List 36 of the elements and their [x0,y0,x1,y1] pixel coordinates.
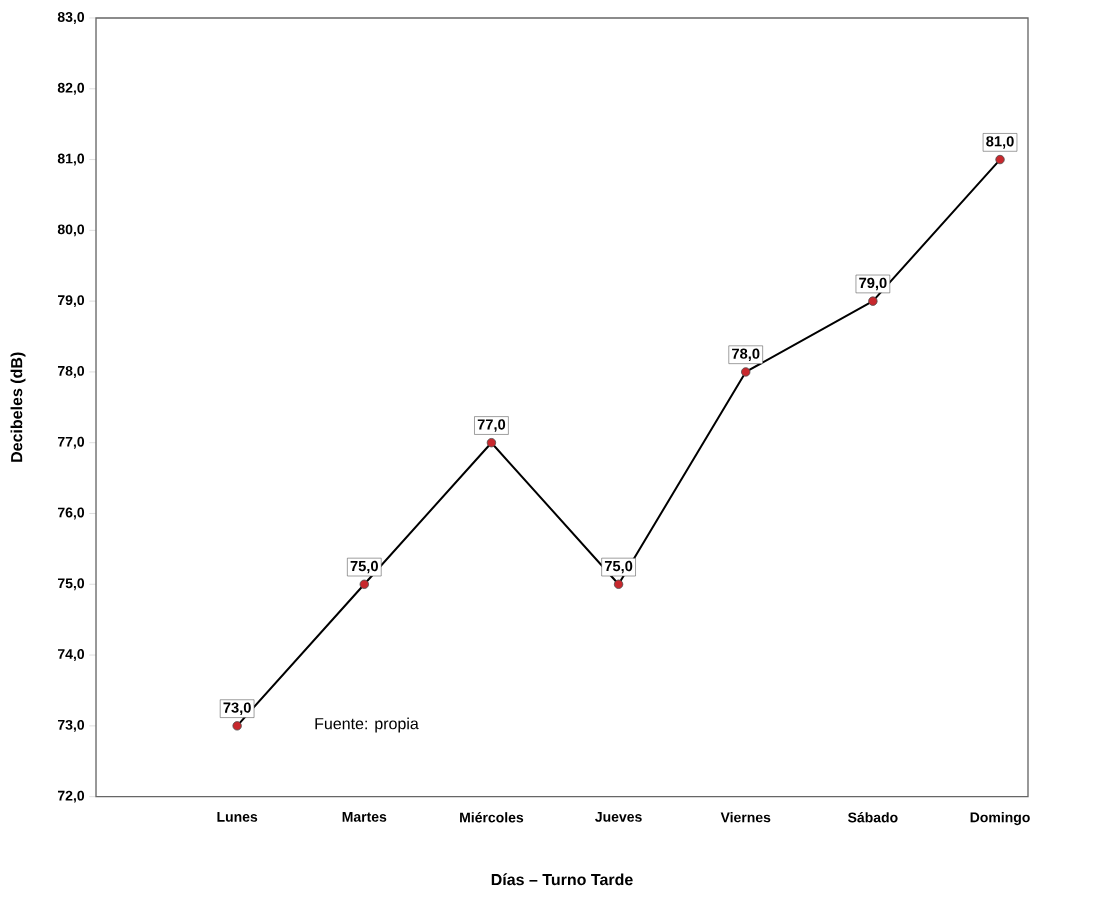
point [868,296,878,306]
point [613,579,624,590]
x-tick-label: Viernes [720,812,771,823]
data-label: 79,0 [859,277,887,291]
y-tick-label: 76,0 [57,507,85,520]
x-tick-label: Lunes [217,812,258,822]
data-label: 78,0 [732,348,760,362]
point [359,579,369,590]
y-tick-label: 73,0 [57,720,85,733]
y-tick-label: 82,0 [57,82,85,95]
data-label: 75,0 [604,561,633,574]
x-tick-label: Domingo [970,812,1030,826]
x-tick-label: Sábado [847,812,898,823]
data-label: 77,0 [477,419,506,432]
point [232,721,242,731]
x-tick-label: Martes [342,812,387,822]
y-tick-label: 78,0 [57,366,85,379]
x-axis-title: Días – Turno Tarde [491,873,633,886]
x-tick-label: Miércoles [460,812,524,823]
x-tick-label: Jueves [595,812,642,822]
point [486,438,497,448]
data-label: 73,0 [223,702,251,716]
annotation: Fuente: propia [315,717,419,733]
y-tick-label: 74,0 [57,649,85,662]
y-tick-label: 83,0 [57,12,85,25]
y-tick-label: 75,0 [57,578,85,591]
y-tick-label: 81,0 [57,153,85,166]
y-tick-label: 72,0 [57,790,85,803]
y-tick-label: 80,0 [57,224,85,237]
y-tick-label: 77,0 [57,436,85,449]
point [741,367,751,377]
y-tick-label: 79,0 [57,295,85,308]
y-axis-title: Decibeles (dB) [10,352,26,462]
data-label: 75,0 [350,561,378,574]
point [995,155,1005,165]
data-label: 81,0 [986,136,1014,149]
